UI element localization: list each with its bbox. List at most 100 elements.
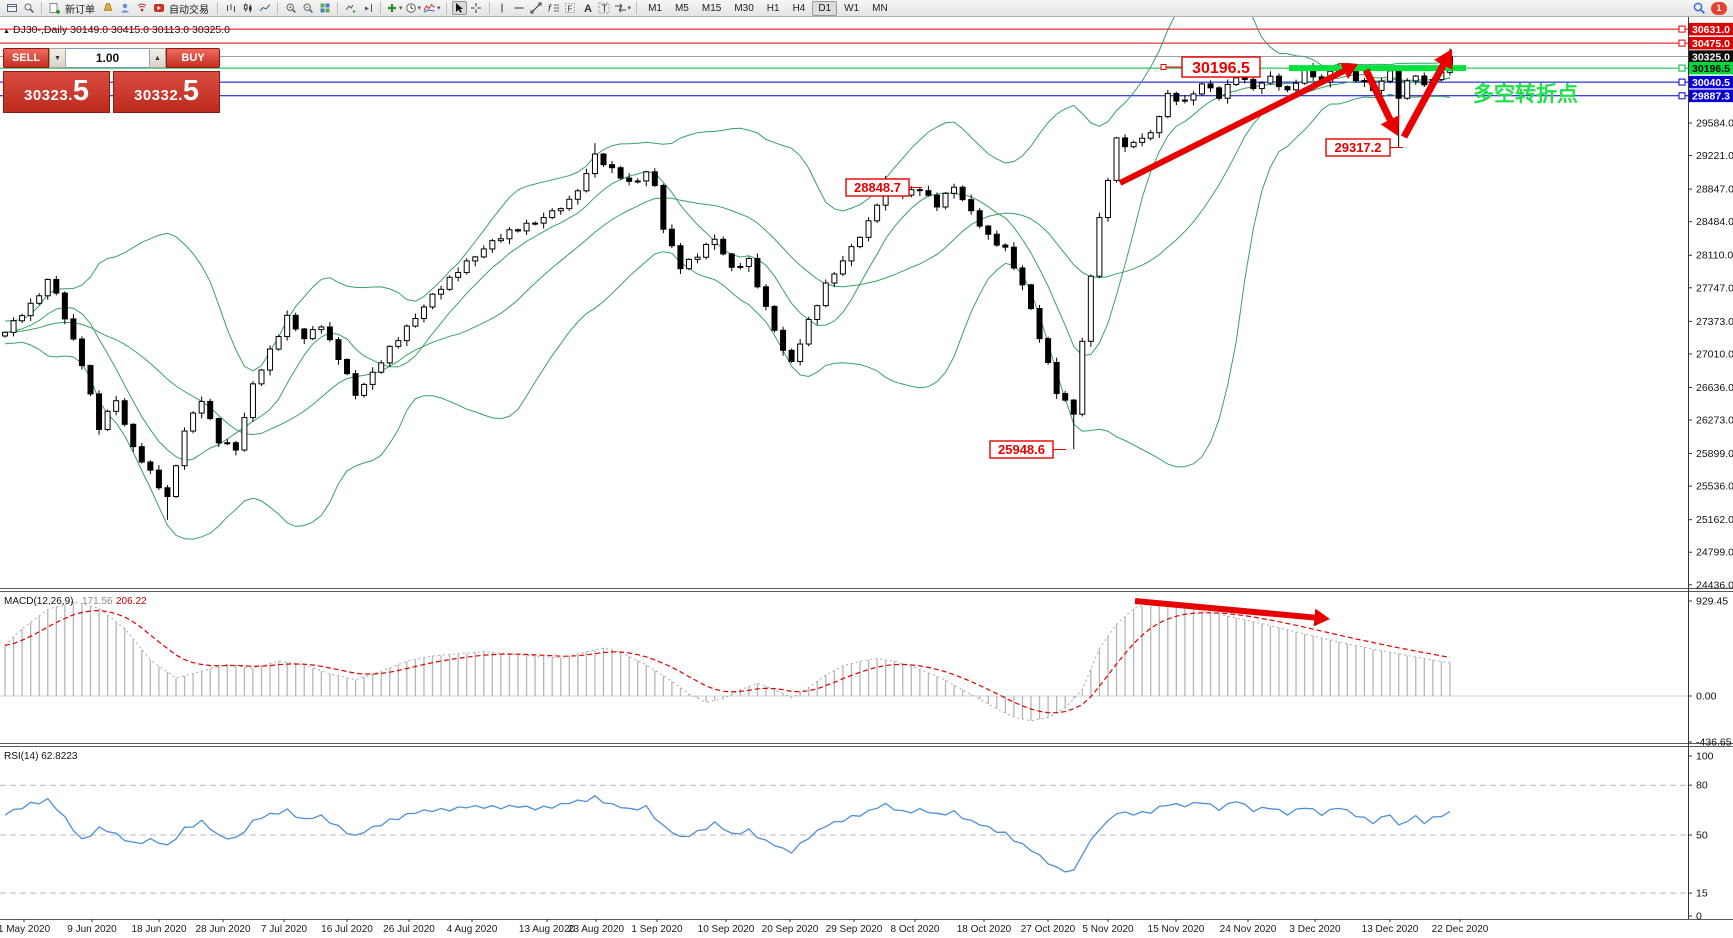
notification-badge[interactable]: 1: [1711, 1, 1727, 15]
indicator-labels: MACD(12,26,9) 171.56 206.22 RSI(14) 62.8223: [4, 596, 147, 762]
toolbar-separator: [337, 2, 338, 14]
toolbar-separator: [636, 2, 638, 14]
ask-price-box[interactable]: 30332. 5: [113, 71, 220, 113]
market-watch-search-icon[interactable]: [21, 1, 36, 15]
toolbar-separator: [445, 2, 447, 14]
cursor-icon[interactable]: [451, 1, 467, 15]
svg-text:F: F: [568, 5, 573, 14]
timeframe-M5[interactable]: M5: [674, 2, 689, 14]
svg-text:27747.0: 27747.0: [1696, 282, 1733, 294]
pane-main[interactable]: [0, 16, 1733, 588]
trend-arrow: [1400, 49, 1453, 139]
price-annotation: 30196.5: [1160, 56, 1261, 78]
text-label-icon[interactable]: T: [597, 1, 612, 15]
volume-increase-button[interactable]: ▲: [149, 48, 166, 68]
svg-text:13 Aug 2020: 13 Aug 2020: [519, 924, 576, 935]
grid-icon[interactable]: F: [563, 1, 578, 15]
pane-rsi[interactable]: [0, 748, 1733, 918]
auto-scroll-icon[interactable]: [343, 1, 358, 15]
line-chart-icon[interactable]: [257, 1, 272, 15]
new-chart-icon[interactable]: ▾: [386, 1, 403, 15]
svg-text:27373.0: 27373.0: [1696, 316, 1733, 328]
community-icon[interactable]: [117, 1, 132, 15]
volume-decrease-button[interactable]: ▼: [49, 48, 66, 68]
svg-text:9 Jun 2020: 9 Jun 2020: [67, 924, 117, 935]
svg-text:24799.0: 24799.0: [1696, 547, 1733, 559]
arrows-shapes-icon[interactable]: ▾: [614, 1, 632, 15]
rsi-line: [4, 794, 1451, 873]
timeframe-M15[interactable]: M15: [701, 2, 722, 14]
svg-text:27 Oct 2020: 27 Oct 2020: [1021, 924, 1076, 935]
svg-text:50: 50: [1696, 830, 1708, 842]
toolbar-separator: [488, 2, 490, 14]
pane-macd[interactable]: [0, 593, 1733, 743]
svg-text:26 Jul 2020: 26 Jul 2020: [383, 924, 435, 935]
horizontal-line-icon[interactable]: [512, 1, 527, 15]
crosshair-icon[interactable]: [469, 1, 484, 15]
timeframe-W1[interactable]: W1: [844, 2, 860, 14]
svg-text:25948.6: 25948.6: [998, 442, 1045, 457]
svg-text:100: 100: [1696, 751, 1714, 763]
chevron-down-icon: ▾: [437, 5, 441, 12]
new-order-icon[interactable]: [47, 1, 62, 15]
svg-text:18 Jun 2020: 18 Jun 2020: [131, 924, 186, 935]
svg-text:26636.0: 26636.0: [1696, 382, 1733, 394]
svg-text:25536.0: 25536.0: [1696, 481, 1733, 493]
svg-text:1 May 2020: 1 May 2020: [0, 924, 51, 935]
alerts-icon[interactable]: [100, 1, 115, 15]
svg-text:24 Nov 2020: 24 Nov 2020: [1220, 924, 1277, 935]
svg-text:10 Sep 2020: 10 Sep 2020: [698, 924, 755, 935]
timeframe-M30[interactable]: M30: [734, 2, 754, 14]
text-icon[interactable]: A: [580, 1, 595, 15]
svg-text:16 Jul 2020: 16 Jul 2020: [321, 924, 373, 935]
svg-text:A: A: [584, 3, 592, 14]
svg-text:206.22: 206.22: [116, 596, 147, 607]
svg-text:929.45: 929.45: [1696, 596, 1728, 608]
price-axis-labels: 29584.0 29221.0 28847.0 28484.0 28110.0 27747…: [1688, 118, 1733, 923]
fibonacci-icon[interactable]: f: [546, 1, 561, 15]
chart-shift-icon[interactable]: [360, 1, 375, 15]
sell-button[interactable]: SELL: [3, 48, 49, 68]
svg-text:29887.3: 29887.3: [1692, 91, 1730, 103]
tile-windows-icon[interactable]: [317, 1, 332, 15]
price-annotation: 28848.7: [845, 178, 922, 197]
turning-point-annotation: 多空转折点: [1473, 82, 1578, 106]
zoom-out-icon[interactable]: [300, 1, 315, 15]
chart-window-icon[interactable]: [4, 1, 19, 15]
chevron-down-icon: ▾: [627, 5, 632, 12]
autotrading-label[interactable]: 自动交易: [169, 4, 209, 16]
svg-text:MACD(12,26,9): MACD(12,26,9): [4, 596, 73, 607]
trend-arrow: [1362, 68, 1400, 136]
svg-text:RSI(14) 62.8223: RSI(14) 62.8223: [4, 751, 78, 762]
zoom-in-icon[interactable]: [283, 1, 298, 15]
svg-text:26273.0: 26273.0: [1696, 415, 1733, 427]
autotrading-icon[interactable]: [151, 1, 166, 15]
bar-chart-icon[interactable]: [223, 1, 238, 15]
buy-button[interactable]: BUY: [166, 48, 220, 68]
svg-text:30040.5: 30040.5: [1692, 77, 1730, 89]
svg-text:18 Oct 2020: 18 Oct 2020: [957, 924, 1012, 935]
timeframe-H1[interactable]: H1: [766, 2, 780, 14]
volume-input[interactable]: [66, 48, 149, 68]
timeframe-M1[interactable]: M1: [648, 2, 662, 14]
vertical-line-icon[interactable]: [495, 1, 510, 15]
search-icon[interactable]: [1691, 1, 1706, 15]
svg-text:30196.5: 30196.5: [1192, 60, 1250, 77]
indicators-icon[interactable]: ▾: [423, 1, 441, 15]
new-order-label[interactable]: 新订单: [65, 4, 95, 16]
svg-text:25899.0: 25899.0: [1696, 448, 1733, 460]
trendline-icon[interactable]: [529, 1, 544, 15]
bid-price-box[interactable]: 30323. 5: [3, 71, 110, 113]
trend-arrow: [1134, 598, 1330, 627]
profiles-icon[interactable]: ▾: [405, 1, 421, 15]
svg-text:22 Dec 2020: 22 Dec 2020: [1432, 924, 1489, 935]
timeframe-D1[interactable]: D1: [812, 0, 838, 16]
signals-icon[interactable]: [134, 1, 149, 15]
svg-text:1 Sep 2020: 1 Sep 2020: [631, 924, 683, 935]
candlestick-chart-icon[interactable]: [240, 1, 255, 15]
timeframe-MN[interactable]: MN: [872, 2, 888, 14]
svg-text:3 Dec 2020: 3 Dec 2020: [1289, 924, 1341, 935]
timeframe-H4[interactable]: H4: [792, 2, 806, 14]
